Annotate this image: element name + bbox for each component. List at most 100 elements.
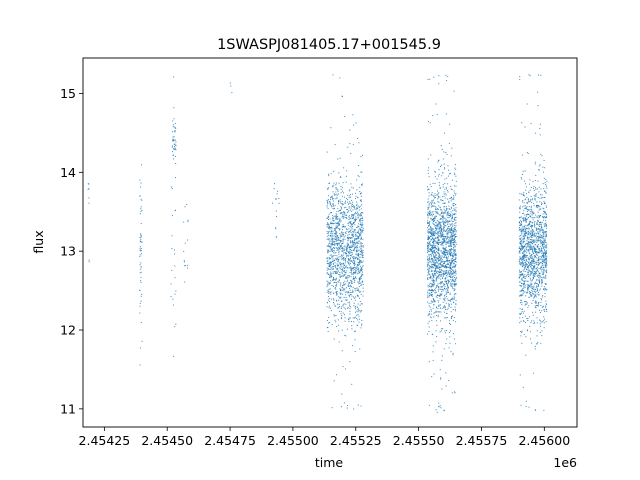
data-point [452, 252, 454, 254]
data-point [438, 182, 440, 184]
data-point [335, 182, 337, 184]
data-point [534, 180, 536, 182]
data-point [362, 183, 364, 185]
data-point [433, 264, 435, 266]
data-point [349, 303, 351, 305]
data-point [337, 270, 339, 272]
data-point [541, 278, 543, 280]
data-point [524, 126, 526, 128]
data-point [354, 211, 356, 213]
data-point [444, 217, 446, 219]
data-point [351, 235, 353, 237]
data-point [523, 250, 525, 252]
data-point [453, 209, 455, 211]
data-point [520, 231, 522, 233]
data-point [438, 248, 440, 250]
data-point [427, 260, 429, 261]
data-point [535, 282, 537, 284]
data-point [359, 193, 361, 195]
data-point [439, 241, 441, 243]
data-point [139, 179, 141, 181]
data-point [546, 216, 548, 218]
data-point [433, 242, 435, 244]
data-point [349, 255, 351, 256]
data-point [443, 273, 445, 275]
data-point [174, 131, 176, 133]
data-point [335, 233, 337, 235]
data-point [439, 274, 441, 276]
data-point [348, 236, 350, 238]
data-point [326, 258, 328, 260]
data-point [438, 250, 440, 252]
data-point [328, 299, 330, 301]
data-point [453, 391, 455, 393]
data-point [541, 335, 543, 337]
data-point [329, 261, 331, 263]
data-point [435, 262, 437, 264]
data-point [536, 274, 538, 276]
data-point [535, 292, 537, 294]
data-point [448, 208, 450, 210]
data-point [139, 213, 141, 215]
data-point [522, 228, 524, 230]
data-point [433, 205, 435, 207]
data-point [523, 245, 525, 247]
data-point [537, 205, 539, 207]
data-point [343, 214, 345, 216]
data-point [354, 268, 356, 270]
data-point [452, 210, 454, 212]
data-point [140, 277, 142, 279]
data-point [439, 263, 441, 265]
data-point [523, 226, 525, 228]
data-point [326, 226, 328, 228]
data-point [434, 234, 436, 236]
data-point [339, 176, 341, 178]
data-point [450, 247, 452, 249]
data-point [330, 293, 332, 295]
data-point [343, 282, 345, 284]
data-point [525, 186, 527, 188]
data-point [344, 211, 346, 213]
data-point [537, 244, 539, 246]
data-point [140, 241, 142, 243]
data-point [348, 294, 350, 296]
data-point [342, 248, 344, 250]
data-point [440, 260, 442, 262]
data-point [453, 288, 455, 290]
data-point [445, 272, 447, 273]
data-point [361, 184, 363, 185]
data-point [451, 223, 453, 225]
data-point [524, 232, 526, 234]
data-point [527, 244, 529, 246]
data-point [521, 330, 523, 332]
data-point [529, 245, 531, 247]
data-point [140, 236, 142, 238]
data-point [535, 214, 537, 216]
data-point [349, 250, 351, 252]
data-point [438, 205, 440, 207]
data-point [535, 161, 537, 163]
data-point [359, 318, 361, 320]
data-point [336, 196, 338, 198]
data-point [442, 242, 444, 244]
data-point [353, 279, 355, 281]
data-point [526, 240, 528, 242]
data-point [352, 209, 354, 211]
data-point [342, 211, 344, 213]
data-point [430, 302, 432, 304]
data-point [433, 299, 435, 301]
data-point [362, 229, 364, 231]
data-point [531, 209, 533, 211]
data-point [360, 259, 362, 261]
data-point [449, 293, 451, 295]
data-point [348, 231, 350, 233]
data-point [544, 190, 546, 192]
data-point [444, 261, 446, 263]
data-point [359, 290, 361, 292]
data-point [356, 204, 358, 206]
data-point [328, 239, 330, 241]
data-point [440, 237, 442, 239]
data-point [429, 249, 431, 251]
data-point [435, 233, 437, 235]
data-point [347, 234, 349, 236]
